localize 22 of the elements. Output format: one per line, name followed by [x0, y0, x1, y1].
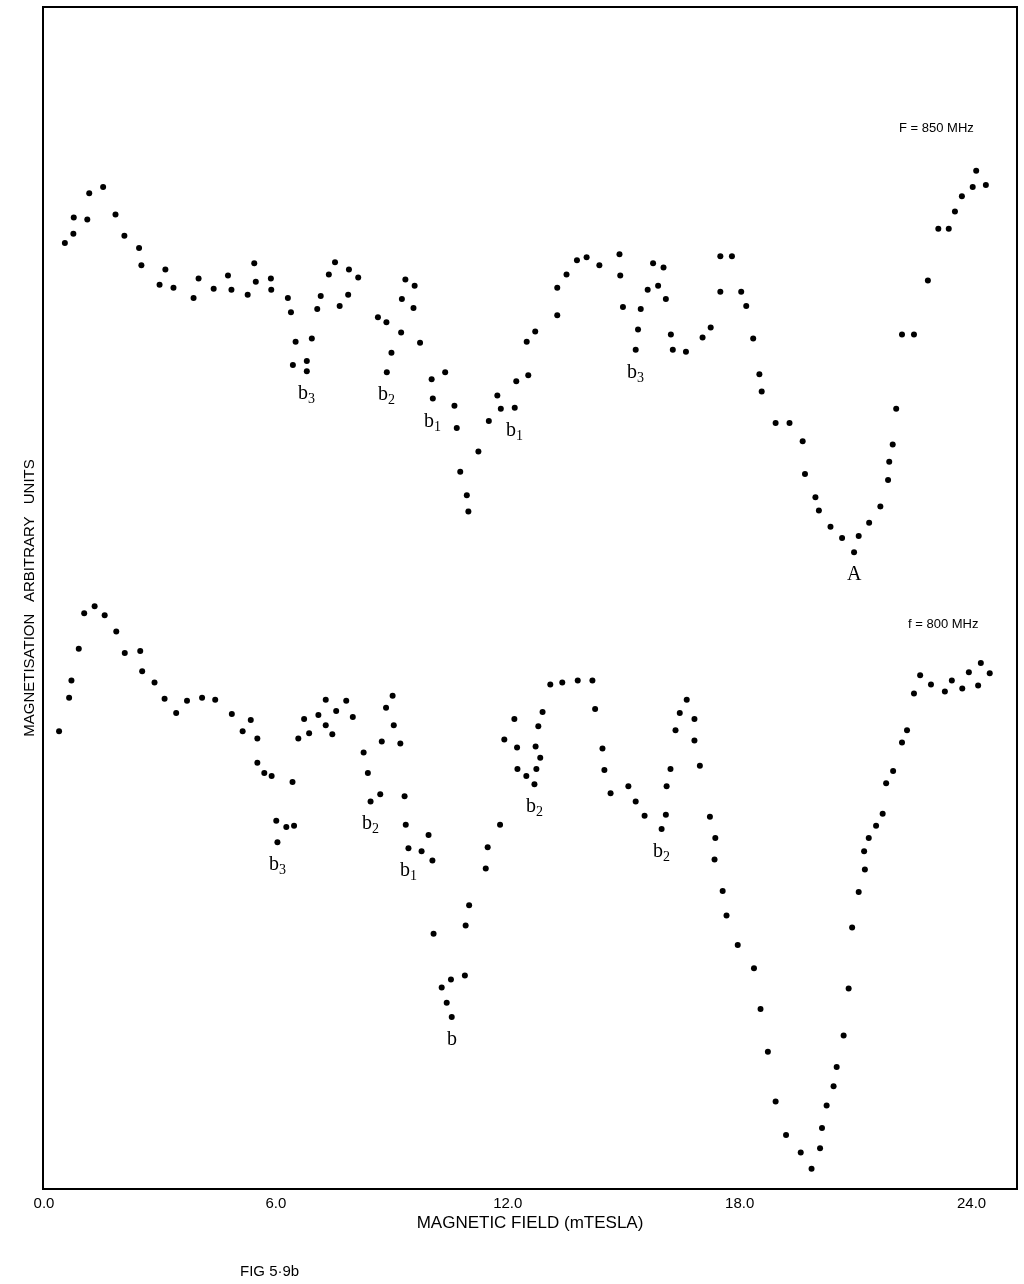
x-tick-label: 6.0 [265, 1194, 287, 1211]
x-tick-label: 24.0 [956, 1194, 987, 1211]
annotation: b$_{1}$ [424, 409, 441, 435]
annotation: b$_{1}$ [400, 858, 417, 884]
annotation: b$_{2}$ [526, 794, 543, 820]
x-axis-title: MAGNETIC FIELD (mTESLA) [416, 1212, 644, 1232]
caption: FIG 5·9b [240, 1262, 300, 1279]
x-tick-label: 18.0 [725, 1194, 755, 1211]
text: F = 850 MHz [899, 120, 974, 135]
annotation: b$_{2}$ [362, 811, 379, 837]
annotation: b$_{3}$ [298, 381, 315, 407]
x-tick-label: 12.0 [493, 1194, 523, 1211]
y-axis-title: MAGNETISATION ARBITRARY UNITS [19, 459, 37, 737]
annotation: A [847, 562, 862, 584]
text: f = 800 MHz [908, 616, 979, 631]
annotation: b$_{3}$ [627, 360, 644, 386]
annotation: b$_{1}$ [506, 418, 523, 444]
annotation: b [447, 1027, 457, 1049]
annotation: b$_{2}$ [653, 839, 670, 865]
annotation: b$_{3}$ [269, 852, 286, 878]
annotation: b$_{2}$ [378, 382, 395, 408]
x-tick-label: 0.0 [33, 1194, 55, 1211]
